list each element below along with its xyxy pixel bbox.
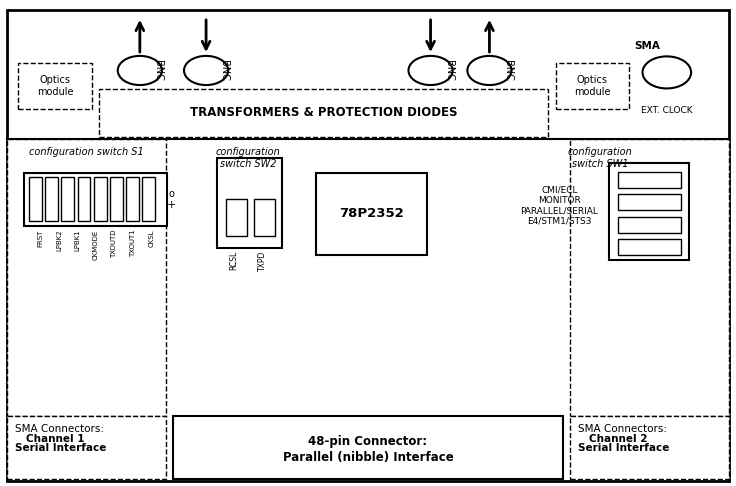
- Circle shape: [408, 56, 453, 85]
- Text: BNC: BNC: [503, 60, 513, 81]
- FancyBboxPatch shape: [618, 217, 681, 233]
- FancyBboxPatch shape: [142, 177, 155, 221]
- FancyBboxPatch shape: [7, 416, 166, 479]
- FancyBboxPatch shape: [18, 63, 92, 109]
- Text: Serial Interface: Serial Interface: [578, 443, 669, 453]
- Text: 78P2352: 78P2352: [339, 208, 404, 220]
- Text: +: +: [167, 200, 176, 210]
- Text: o: o: [169, 190, 174, 199]
- FancyBboxPatch shape: [29, 177, 42, 221]
- Text: FRST: FRST: [38, 229, 44, 247]
- Circle shape: [184, 56, 228, 85]
- Text: 48-pin Connector:: 48-pin Connector:: [308, 435, 428, 448]
- Circle shape: [118, 56, 162, 85]
- FancyBboxPatch shape: [24, 173, 167, 226]
- FancyBboxPatch shape: [7, 139, 166, 416]
- Text: Optics
module: Optics module: [37, 75, 74, 97]
- FancyBboxPatch shape: [173, 416, 563, 479]
- Text: BNC: BNC: [444, 60, 454, 81]
- FancyBboxPatch shape: [217, 158, 282, 248]
- Text: BNC: BNC: [219, 60, 230, 81]
- FancyBboxPatch shape: [99, 89, 548, 137]
- Text: SMA Connectors:: SMA Connectors:: [15, 424, 104, 434]
- Text: SMA: SMA: [634, 41, 660, 51]
- Text: LPBK1: LPBK1: [74, 229, 81, 251]
- Text: TRANSFORMERS & PROTECTION DIODES: TRANSFORMERS & PROTECTION DIODES: [190, 106, 458, 119]
- FancyBboxPatch shape: [126, 177, 138, 221]
- Circle shape: [643, 56, 691, 88]
- FancyBboxPatch shape: [556, 63, 629, 109]
- FancyBboxPatch shape: [316, 173, 427, 255]
- FancyBboxPatch shape: [618, 172, 681, 188]
- FancyBboxPatch shape: [110, 177, 123, 221]
- Text: Parallel (nibble) Interface: Parallel (nibble) Interface: [283, 451, 453, 464]
- Text: LPBK2: LPBK2: [56, 229, 63, 251]
- Text: CMI/ECL
MONITOR
PARALLEL/SERIAL
E4/STM1/STS3: CMI/ECL MONITOR PARALLEL/SERIAL E4/STM1/…: [520, 186, 598, 226]
- Text: Serial Interface: Serial Interface: [15, 443, 106, 453]
- Text: RCSL: RCSL: [230, 251, 238, 270]
- FancyBboxPatch shape: [570, 416, 729, 479]
- FancyBboxPatch shape: [618, 194, 681, 210]
- Text: CKSL: CKSL: [148, 229, 155, 247]
- FancyBboxPatch shape: [61, 177, 74, 221]
- Text: TXOUT1: TXOUT1: [130, 229, 136, 257]
- FancyBboxPatch shape: [609, 163, 689, 260]
- FancyBboxPatch shape: [77, 177, 91, 221]
- FancyBboxPatch shape: [570, 139, 729, 416]
- Text: Channel 1: Channel 1: [26, 434, 84, 444]
- Text: Channel 2: Channel 2: [589, 434, 647, 444]
- FancyBboxPatch shape: [7, 10, 729, 481]
- Circle shape: [467, 56, 512, 85]
- Text: Optics
module: Optics module: [574, 75, 611, 97]
- FancyBboxPatch shape: [226, 199, 247, 236]
- Text: TXOUTD: TXOUTD: [111, 229, 118, 258]
- Text: CKMODE: CKMODE: [93, 229, 99, 260]
- FancyBboxPatch shape: [618, 239, 681, 255]
- FancyBboxPatch shape: [93, 177, 107, 221]
- FancyBboxPatch shape: [254, 199, 275, 236]
- Text: BNC: BNC: [153, 60, 163, 81]
- Text: TXPD: TXPD: [258, 251, 267, 271]
- Text: configuration
switch SW1: configuration switch SW1: [567, 147, 632, 169]
- Text: configuration switch S1: configuration switch S1: [29, 147, 144, 157]
- Text: SMA Connectors:: SMA Connectors:: [578, 424, 667, 434]
- FancyBboxPatch shape: [46, 177, 58, 221]
- Text: EXT. CLOCK: EXT. CLOCK: [641, 106, 693, 115]
- Text: configuration
switch SW2: configuration switch SW2: [216, 147, 280, 169]
